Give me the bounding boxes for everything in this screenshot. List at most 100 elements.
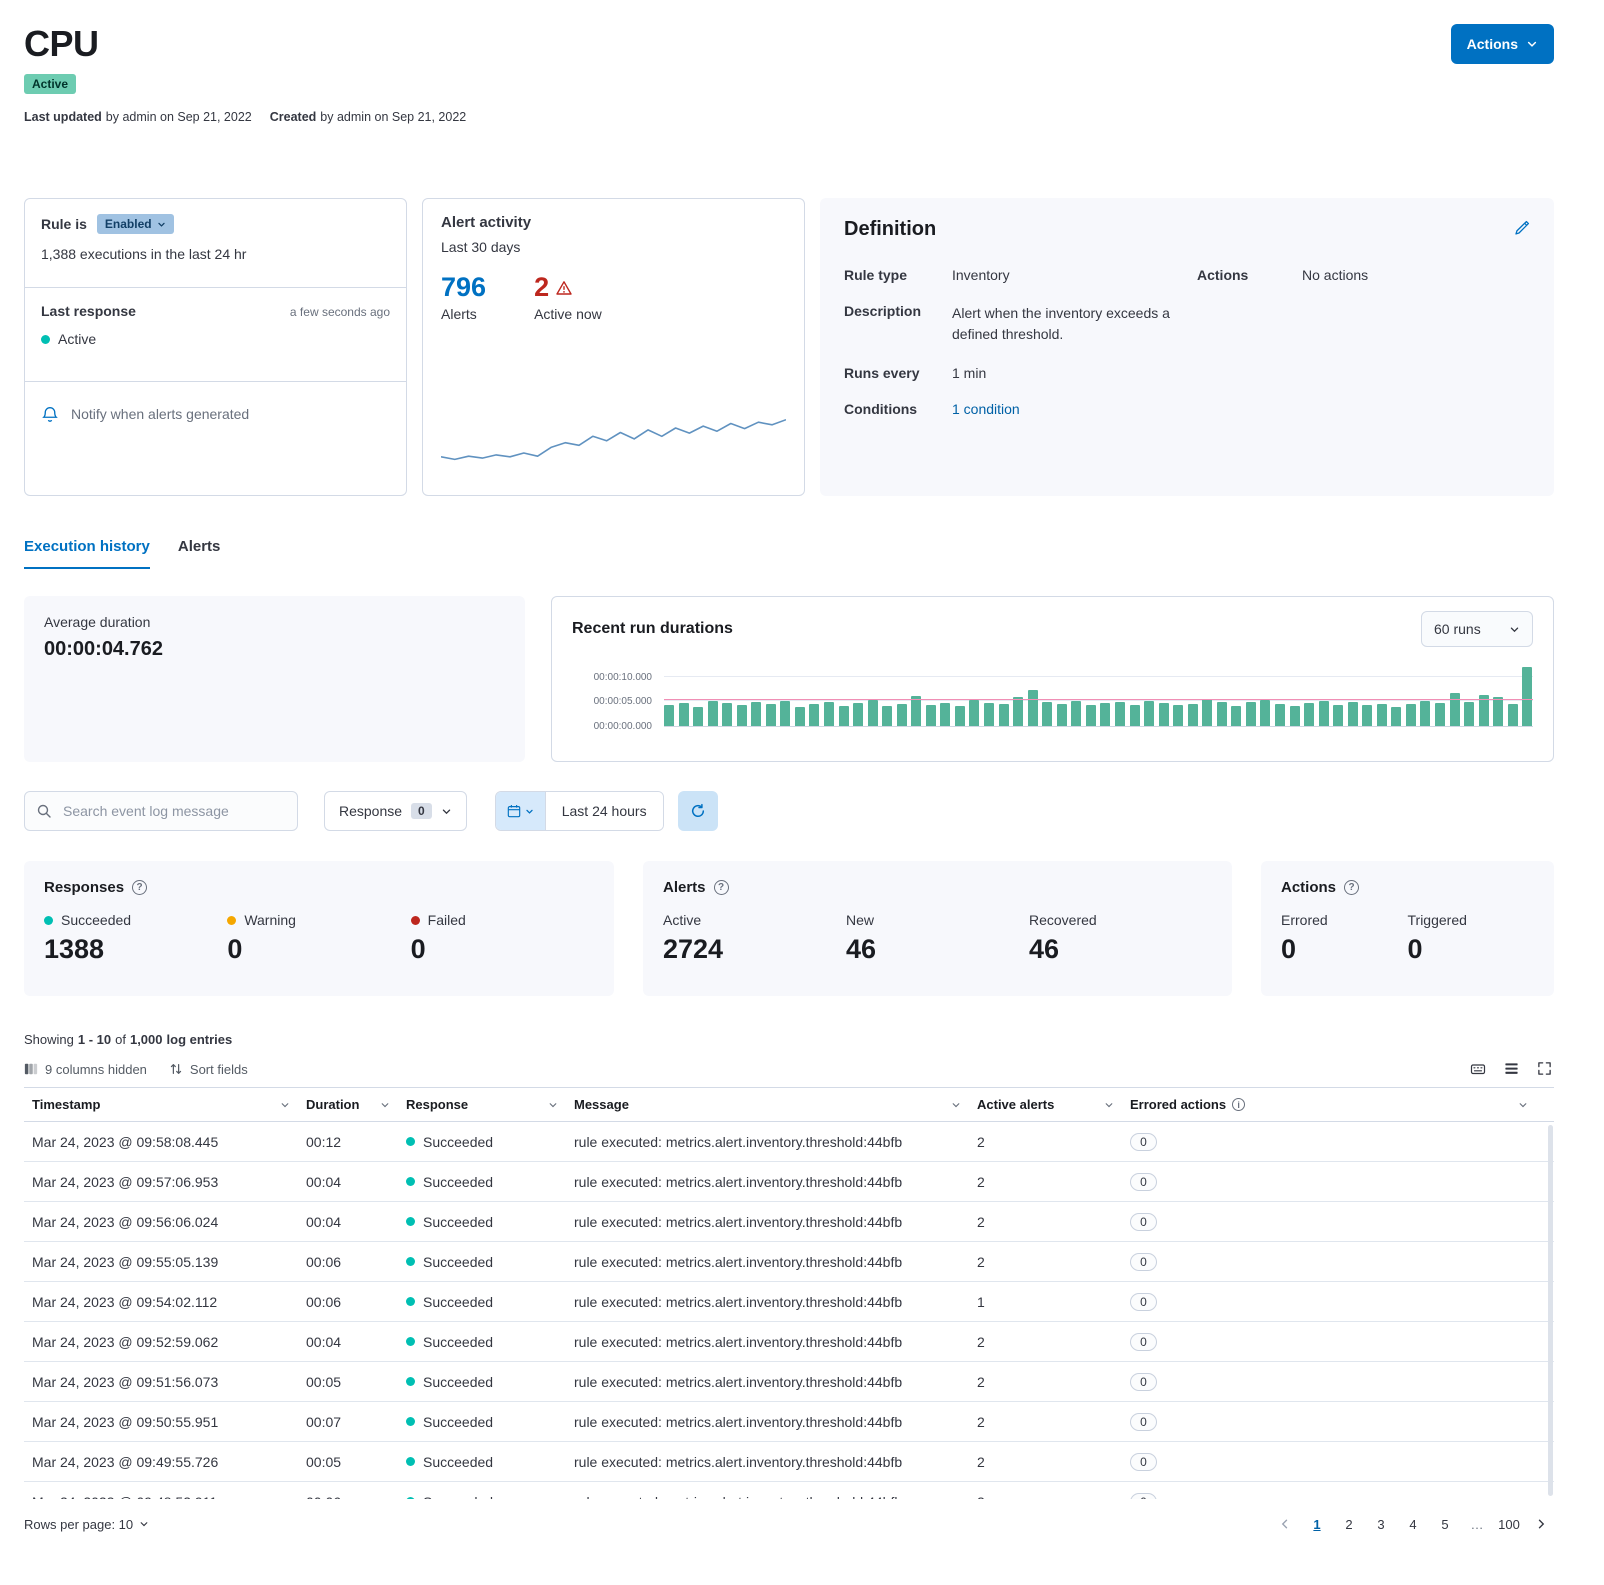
column-header-timestamp[interactable]: Timestamp: [24, 1088, 298, 1121]
vertical-scrollbar[interactable]: [1548, 1125, 1553, 1496]
duration-bar: [1042, 702, 1053, 726]
runs-count-select[interactable]: 60 runs: [1421, 611, 1533, 647]
chevron-down-icon: [952, 1102, 960, 1107]
table-row[interactable]: Mar 24, 2023 @ 09:48:52.91100:06Succeede…: [24, 1482, 1554, 1499]
errored-actions-count[interactable]: 0: [1130, 1252, 1157, 1271]
duration-bar: [984, 703, 995, 726]
errored-actions-count[interactable]: 0: [1130, 1372, 1157, 1391]
tab-alerts[interactable]: Alerts: [177, 538, 221, 555]
duration-bar: [1522, 667, 1533, 726]
responses-title: Responses: [44, 879, 125, 896]
response-filter-button[interactable]: Response 0: [324, 791, 467, 831]
keyboard-shortcuts-button[interactable]: [1468, 1059, 1488, 1079]
table-row[interactable]: Mar 24, 2023 @ 09:55:05.139 00:06 Succeede…: [24, 1242, 1554, 1282]
timestamp-cell: Mar 24, 2023 @ 09:58:08.445: [32, 1133, 219, 1150]
chevron-left-icon: [1281, 1519, 1288, 1529]
pagination: 1 2 3 4 5… 100: [1272, 1511, 1554, 1537]
duration-bar: [1144, 701, 1155, 726]
enabled-badge-dropdown[interactable]: Enabled: [96, 214, 174, 234]
stat-value: 0: [227, 934, 243, 964]
date-quick-select-button[interactable]: [495, 792, 546, 830]
rows-per-page-button[interactable]: Rows per page: 10: [24, 1517, 149, 1532]
table-row[interactable]: Mar 24, 2023 @ 09:50:55.951 00:07 Succeede…: [24, 1402, 1554, 1442]
conditions-link[interactable]: 1 condition: [952, 401, 1020, 417]
duration-cell: 00:06: [306, 1293, 342, 1310]
rule-meta: Last updated by admin on Sep 21, 2022 Cr…: [24, 110, 1554, 124]
edit-definition-button[interactable]: [1510, 216, 1534, 240]
errored-actions-count[interactable]: 0: [1130, 1412, 1157, 1431]
table-row[interactable]: Mar 24, 2023 @ 09:51:56.073 00:05 Succeede…: [24, 1362, 1554, 1402]
page-button-1[interactable]: 1: [1304, 1511, 1330, 1537]
duration-bar: [1391, 707, 1402, 726]
page-button-5[interactable]: 5: [1432, 1511, 1458, 1537]
fullscreen-button[interactable]: [1535, 1059, 1554, 1079]
actions-stat-triggered: Triggered 0: [1408, 912, 1535, 965]
chevron-down-icon: [1510, 627, 1519, 632]
column-header-response[interactable]: Response: [398, 1088, 566, 1121]
message-cell: rule executed: metrics.alert.inventory.t…: [566, 1494, 969, 1500]
page-button-4[interactable]: 4: [1400, 1511, 1426, 1537]
page-button-100[interactable]: 100: [1496, 1511, 1522, 1537]
help-icon[interactable]: ?: [132, 880, 148, 895]
time-range-value[interactable]: Last 24 hours: [545, 792, 663, 830]
sort-fields-button[interactable]: Sort fields: [169, 1062, 248, 1077]
errored-actions-count[interactable]: 0: [1130, 1172, 1157, 1191]
active-status-dot: [41, 334, 50, 344]
display-options-button[interactable]: [1502, 1059, 1521, 1079]
response-cell: Succeeded: [398, 1414, 566, 1430]
errored-actions-count[interactable]: 0: [1130, 1132, 1157, 1151]
table-row[interactable]: Mar 24, 2023 @ 09:58:08.445 00:12 Succeede…: [24, 1122, 1554, 1162]
duration-cell: 00:12: [306, 1133, 342, 1150]
column-header-message[interactable]: Message: [566, 1088, 969, 1121]
help-icon[interactable]: ?: [1344, 880, 1360, 895]
errored-actions-count[interactable]: 0: [1130, 1332, 1157, 1351]
column-header-errored-actions[interactable]: Errored actions i: [1122, 1088, 1536, 1121]
previous-page-button[interactable]: [1272, 1511, 1298, 1537]
recent-run-durations-panel: Recent run durations 60 runs 00:00:10.00…: [551, 596, 1554, 762]
column-header-active-alerts[interactable]: Active alerts: [969, 1088, 1122, 1121]
table-row[interactable]: Mar 24, 2023 @ 09:54:02.112 00:06 Succeede…: [24, 1282, 1554, 1322]
errored-actions-count[interactable]: 0: [1130, 1492, 1157, 1499]
errored-actions-cell: 0: [1122, 1492, 1536, 1499]
table-row[interactable]: Mar 24, 2023 @ 09:56:06.024 00:04 Succeede…: [24, 1202, 1554, 1242]
rule-type-label: Rule type: [844, 267, 908, 283]
next-page-button[interactable]: [1528, 1511, 1554, 1537]
active-alerts-cell: 2: [977, 1253, 985, 1270]
last-updated-label: Last updated: [24, 110, 102, 124]
info-icon[interactable]: i: [1232, 1098, 1246, 1111]
errored-actions-count[interactable]: 0: [1130, 1212, 1157, 1231]
column-header-duration[interactable]: Duration: [298, 1088, 398, 1121]
actions-button[interactable]: Actions: [1450, 24, 1554, 64]
active-alerts-cell: 2: [977, 1413, 985, 1430]
duration-bar: [1376, 704, 1387, 726]
help-icon[interactable]: ?: [713, 880, 729, 895]
duration-bar: [882, 706, 893, 726]
average-duration-value: 00:00:04.762: [44, 638, 163, 660]
columns-hidden-button[interactable]: 9 columns hidden: [24, 1062, 147, 1077]
duration-bar: [1129, 705, 1140, 726]
table-row[interactable]: Mar 24, 2023 @ 09:57:06.953 00:04 Succeede…: [24, 1162, 1554, 1202]
active-alerts-cell: 2: [977, 1133, 985, 1150]
page-button-2[interactable]: 2: [1336, 1511, 1362, 1537]
duration-cell: 00:06: [298, 1494, 398, 1500]
y-tick-label: 00:00:05.000: [593, 696, 652, 707]
active-now-block: 2 Active now: [534, 272, 602, 321]
search-input[interactable]: [24, 791, 298, 831]
errored-actions-count[interactable]: 0: [1130, 1452, 1157, 1471]
notify-section[interactable]: Notify when alerts generated: [25, 381, 406, 495]
duration-cell: 00:04: [306, 1173, 342, 1190]
search-icon: [37, 804, 51, 818]
refresh-button[interactable]: [677, 791, 718, 831]
tab-execution-history[interactable]: Execution history: [24, 538, 150, 569]
errored-actions-count[interactable]: 0: [1130, 1292, 1157, 1311]
stat-value: 0: [410, 934, 426, 964]
table-row[interactable]: Mar 24, 2023 @ 09:49:55.726 00:05 Succeede…: [24, 1442, 1554, 1482]
duration-bar: [678, 703, 689, 726]
active-alerts-cell: 2: [977, 1373, 985, 1390]
page-title: CPU: [24, 23, 99, 64]
page-button-3[interactable]: 3: [1368, 1511, 1394, 1537]
showing-summary: Showing 1 - 10 of 1,000 log entries: [24, 1032, 1554, 1047]
duration-bar: [1274, 704, 1285, 726]
succeeded-dot: [406, 1177, 415, 1186]
table-row[interactable]: Mar 24, 2023 @ 09:52:59.062 00:04 Succeede…: [24, 1322, 1554, 1362]
